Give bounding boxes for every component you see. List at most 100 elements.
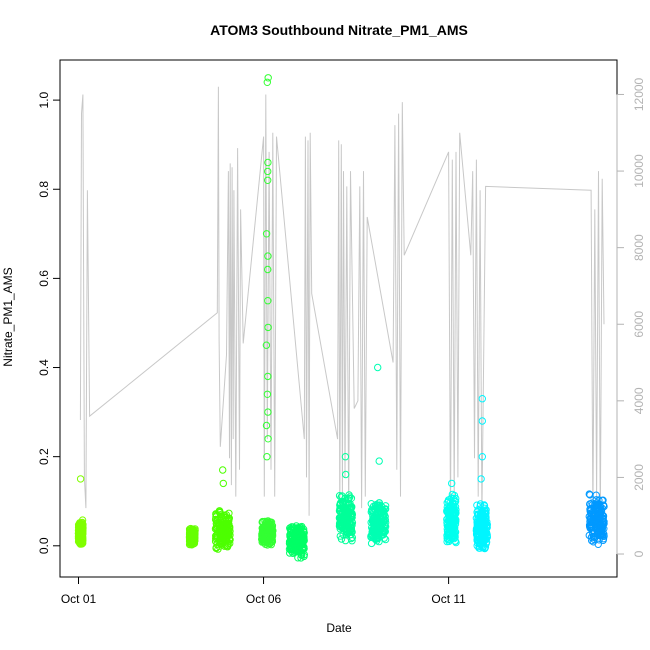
data-point [218, 520, 226, 528]
y-tick-label: 1.0 [37, 91, 51, 108]
data-point [591, 522, 599, 530]
data-point [286, 531, 294, 539]
data-point [266, 539, 274, 547]
data-point [483, 529, 491, 537]
data-point [479, 544, 487, 552]
data-point [449, 531, 457, 539]
data-point [225, 523, 234, 531]
data-point [445, 522, 453, 530]
right-tick-label: 10000 [632, 154, 646, 188]
data-point [371, 502, 380, 511]
data-point [267, 530, 275, 539]
data-point [588, 536, 596, 545]
data-point-outlier [448, 479, 456, 488]
data-point [482, 509, 490, 517]
right-tick-label: 2000 [632, 464, 646, 491]
data-point [379, 531, 387, 539]
data-point [473, 529, 481, 538]
data-point [259, 524, 267, 533]
data-point [79, 523, 87, 531]
data-point [445, 530, 454, 538]
data-point-outlier [263, 390, 272, 398]
data-point-outlier [264, 297, 272, 305]
data-point [481, 504, 489, 512]
data-point [451, 533, 459, 541]
data-point [297, 523, 305, 532]
data-point [75, 536, 83, 544]
data-point [347, 534, 355, 543]
data-point [347, 520, 355, 528]
data-point [345, 491, 353, 499]
data-point [225, 509, 233, 517]
data-point [340, 513, 348, 521]
data-point [336, 525, 344, 533]
y-tick-label: 0.8 [37, 181, 51, 198]
data-point [586, 521, 594, 529]
data-point [586, 491, 594, 499]
data-point [215, 519, 223, 528]
data-point [589, 538, 598, 546]
data-point [447, 508, 456, 516]
right-tick-label: 8000 [632, 234, 646, 261]
data-point [375, 509, 383, 517]
data-point [268, 538, 276, 546]
secondary-line [79, 86, 605, 524]
data-point [450, 534, 458, 543]
data-point-outlier [341, 453, 350, 461]
secondary-series-line [79, 86, 605, 524]
data-point [599, 517, 607, 526]
data-point [74, 532, 83, 541]
x-tick-label: Oct 06 [246, 592, 282, 606]
data-point [381, 535, 390, 544]
data-point [474, 511, 482, 519]
x-tick-label: Oct 01 [61, 592, 97, 606]
data-point-outlier [264, 435, 272, 443]
y-axis-label: Nitrate_PM1_AMS [1, 267, 15, 366]
data-point-outlier [264, 158, 272, 167]
y-tick-label: 0.6 [37, 270, 51, 287]
data-point [337, 493, 345, 501]
data-point [444, 497, 452, 505]
data-point-outlier [375, 457, 383, 465]
data-point [267, 526, 276, 534]
data-point [376, 519, 384, 527]
data-point [262, 519, 270, 527]
data-point [445, 515, 454, 523]
data-point-outlier [264, 408, 272, 416]
data-point [216, 524, 224, 532]
data-point [474, 539, 482, 547]
data-point [339, 500, 347, 508]
data-point-outlier [219, 479, 228, 488]
x-axis-label: Date [326, 621, 352, 635]
data-point [596, 511, 605, 519]
data-point-outlier [342, 470, 350, 479]
data-point [295, 534, 303, 543]
x-tick-label: Oct 11 [431, 592, 466, 606]
data-point-outlier [263, 453, 271, 461]
data-point [293, 544, 301, 553]
data-point [337, 520, 346, 529]
data-point [450, 532, 458, 540]
chart-title: ATOM3 Southbound Nitrate_PM1_AMS [210, 22, 468, 38]
data-point [445, 526, 453, 534]
data-point [223, 530, 231, 539]
data-point [225, 514, 233, 523]
data-point [369, 534, 378, 542]
data-point-outlier [263, 78, 271, 87]
data-point [379, 526, 387, 534]
data-point [368, 517, 377, 526]
data-point [213, 531, 221, 540]
data-point [374, 501, 383, 510]
data-point [289, 538, 297, 546]
data-point [589, 532, 597, 541]
data-point [215, 538, 224, 546]
y-tick-label: 0.2 [37, 448, 51, 465]
data-point [451, 510, 459, 518]
data-point [342, 531, 351, 539]
data-point [346, 519, 354, 527]
data-point [224, 540, 232, 548]
data-point-outlier [262, 421, 271, 430]
data-point [337, 521, 345, 530]
data-point-outlier [264, 323, 272, 332]
data-point-outlier [477, 475, 485, 483]
